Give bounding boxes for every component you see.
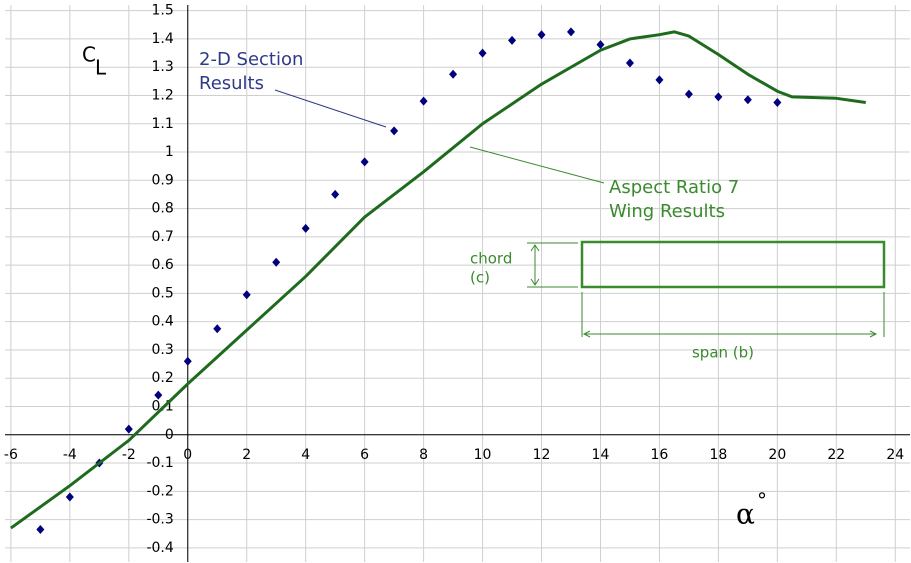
annotation: 2-D Section bbox=[199, 49, 303, 70]
data-point bbox=[714, 92, 723, 102]
data-point bbox=[625, 58, 634, 68]
data-point bbox=[419, 96, 428, 106]
chord-label: (c) bbox=[470, 269, 490, 287]
arrow-heads bbox=[582, 330, 878, 338]
grid bbox=[5, 5, 910, 562]
data-point bbox=[331, 189, 340, 199]
data-point bbox=[596, 40, 605, 50]
data-point bbox=[183, 356, 192, 366]
x-tick-label: -6 bbox=[4, 447, 18, 463]
x-tick-label: 12 bbox=[533, 447, 551, 463]
y-tick-label: 0.7 bbox=[152, 229, 174, 245]
data-point bbox=[390, 126, 399, 136]
x-tick-label: 16 bbox=[651, 447, 669, 463]
x-label-superscript: ° bbox=[757, 489, 767, 513]
data-point bbox=[537, 30, 546, 40]
y-label-subscript: L bbox=[95, 56, 107, 80]
wing-diagram: chord (c) span (b) bbox=[470, 240, 886, 362]
x-label: α bbox=[736, 498, 755, 531]
arrow-heads bbox=[530, 244, 540, 286]
y-tick-label: -0.4 bbox=[146, 540, 173, 556]
data-point bbox=[655, 75, 664, 85]
data-point bbox=[449, 69, 458, 79]
data-point bbox=[242, 290, 251, 300]
data-point bbox=[65, 492, 74, 502]
data-point bbox=[124, 424, 133, 434]
y-tick-label: 1.1 bbox=[152, 116, 174, 132]
x-tick-label: 22 bbox=[827, 447, 845, 463]
y-tick-label: 0.5 bbox=[152, 285, 174, 301]
data-point bbox=[301, 223, 310, 233]
y-tick-label: 1.5 bbox=[152, 3, 174, 19]
x-tick-label: 8 bbox=[419, 447, 428, 463]
y-tick-label: 1.3 bbox=[152, 59, 174, 75]
x-tick-label: 14 bbox=[592, 447, 610, 463]
y-label: C bbox=[82, 43, 96, 67]
y-tick-label: -0.1 bbox=[146, 455, 173, 471]
data-point bbox=[213, 324, 222, 334]
data-point bbox=[743, 95, 752, 105]
y-tick-label: 1.4 bbox=[152, 31, 174, 47]
x-tick-label: -2 bbox=[122, 447, 136, 463]
leader-line bbox=[274, 89, 387, 128]
leader-line bbox=[469, 146, 605, 184]
annotation: Results bbox=[199, 73, 264, 94]
x-tick-label: 18 bbox=[709, 447, 727, 463]
span-label: span (b) bbox=[692, 344, 754, 362]
y-tick-label: -0.2 bbox=[146, 483, 173, 499]
data-point bbox=[272, 257, 281, 267]
annotation: Aspect Ratio 7 bbox=[609, 177, 739, 198]
y-tick-label: 1 bbox=[165, 144, 174, 160]
y-tick-label: 0.2 bbox=[152, 370, 174, 386]
x-tick-label: 2 bbox=[242, 447, 251, 463]
annotation: Wing Results bbox=[609, 201, 725, 222]
y-tick-label: 0.3 bbox=[152, 342, 174, 358]
x-tick-label: -4 bbox=[63, 447, 77, 463]
y-tick-label: 0.6 bbox=[152, 257, 174, 273]
data-point bbox=[773, 98, 782, 108]
y-tick-label: 0.9 bbox=[152, 172, 174, 188]
data-point bbox=[360, 157, 369, 167]
y-tick-label: 0.4 bbox=[152, 314, 174, 330]
data-point bbox=[478, 48, 487, 58]
x-tick-label: 10 bbox=[474, 447, 492, 463]
data-point bbox=[684, 89, 693, 99]
wing-planform bbox=[580, 240, 886, 289]
y-tick-label: -0.3 bbox=[146, 512, 173, 528]
data-point bbox=[508, 35, 517, 45]
x-tick-label: 20 bbox=[768, 447, 786, 463]
y-tick-label: 0.8 bbox=[152, 201, 174, 217]
data-point bbox=[154, 390, 163, 400]
chord-label: chord bbox=[470, 250, 512, 268]
data-point bbox=[36, 524, 45, 534]
x-tick-label: 6 bbox=[360, 447, 369, 463]
y-tick-label: 1.2 bbox=[152, 87, 174, 103]
data-line bbox=[10, 30, 866, 530]
x-tick-label: 4 bbox=[301, 447, 310, 463]
x-tick-label: 24 bbox=[886, 447, 904, 463]
data-point bbox=[566, 27, 575, 37]
